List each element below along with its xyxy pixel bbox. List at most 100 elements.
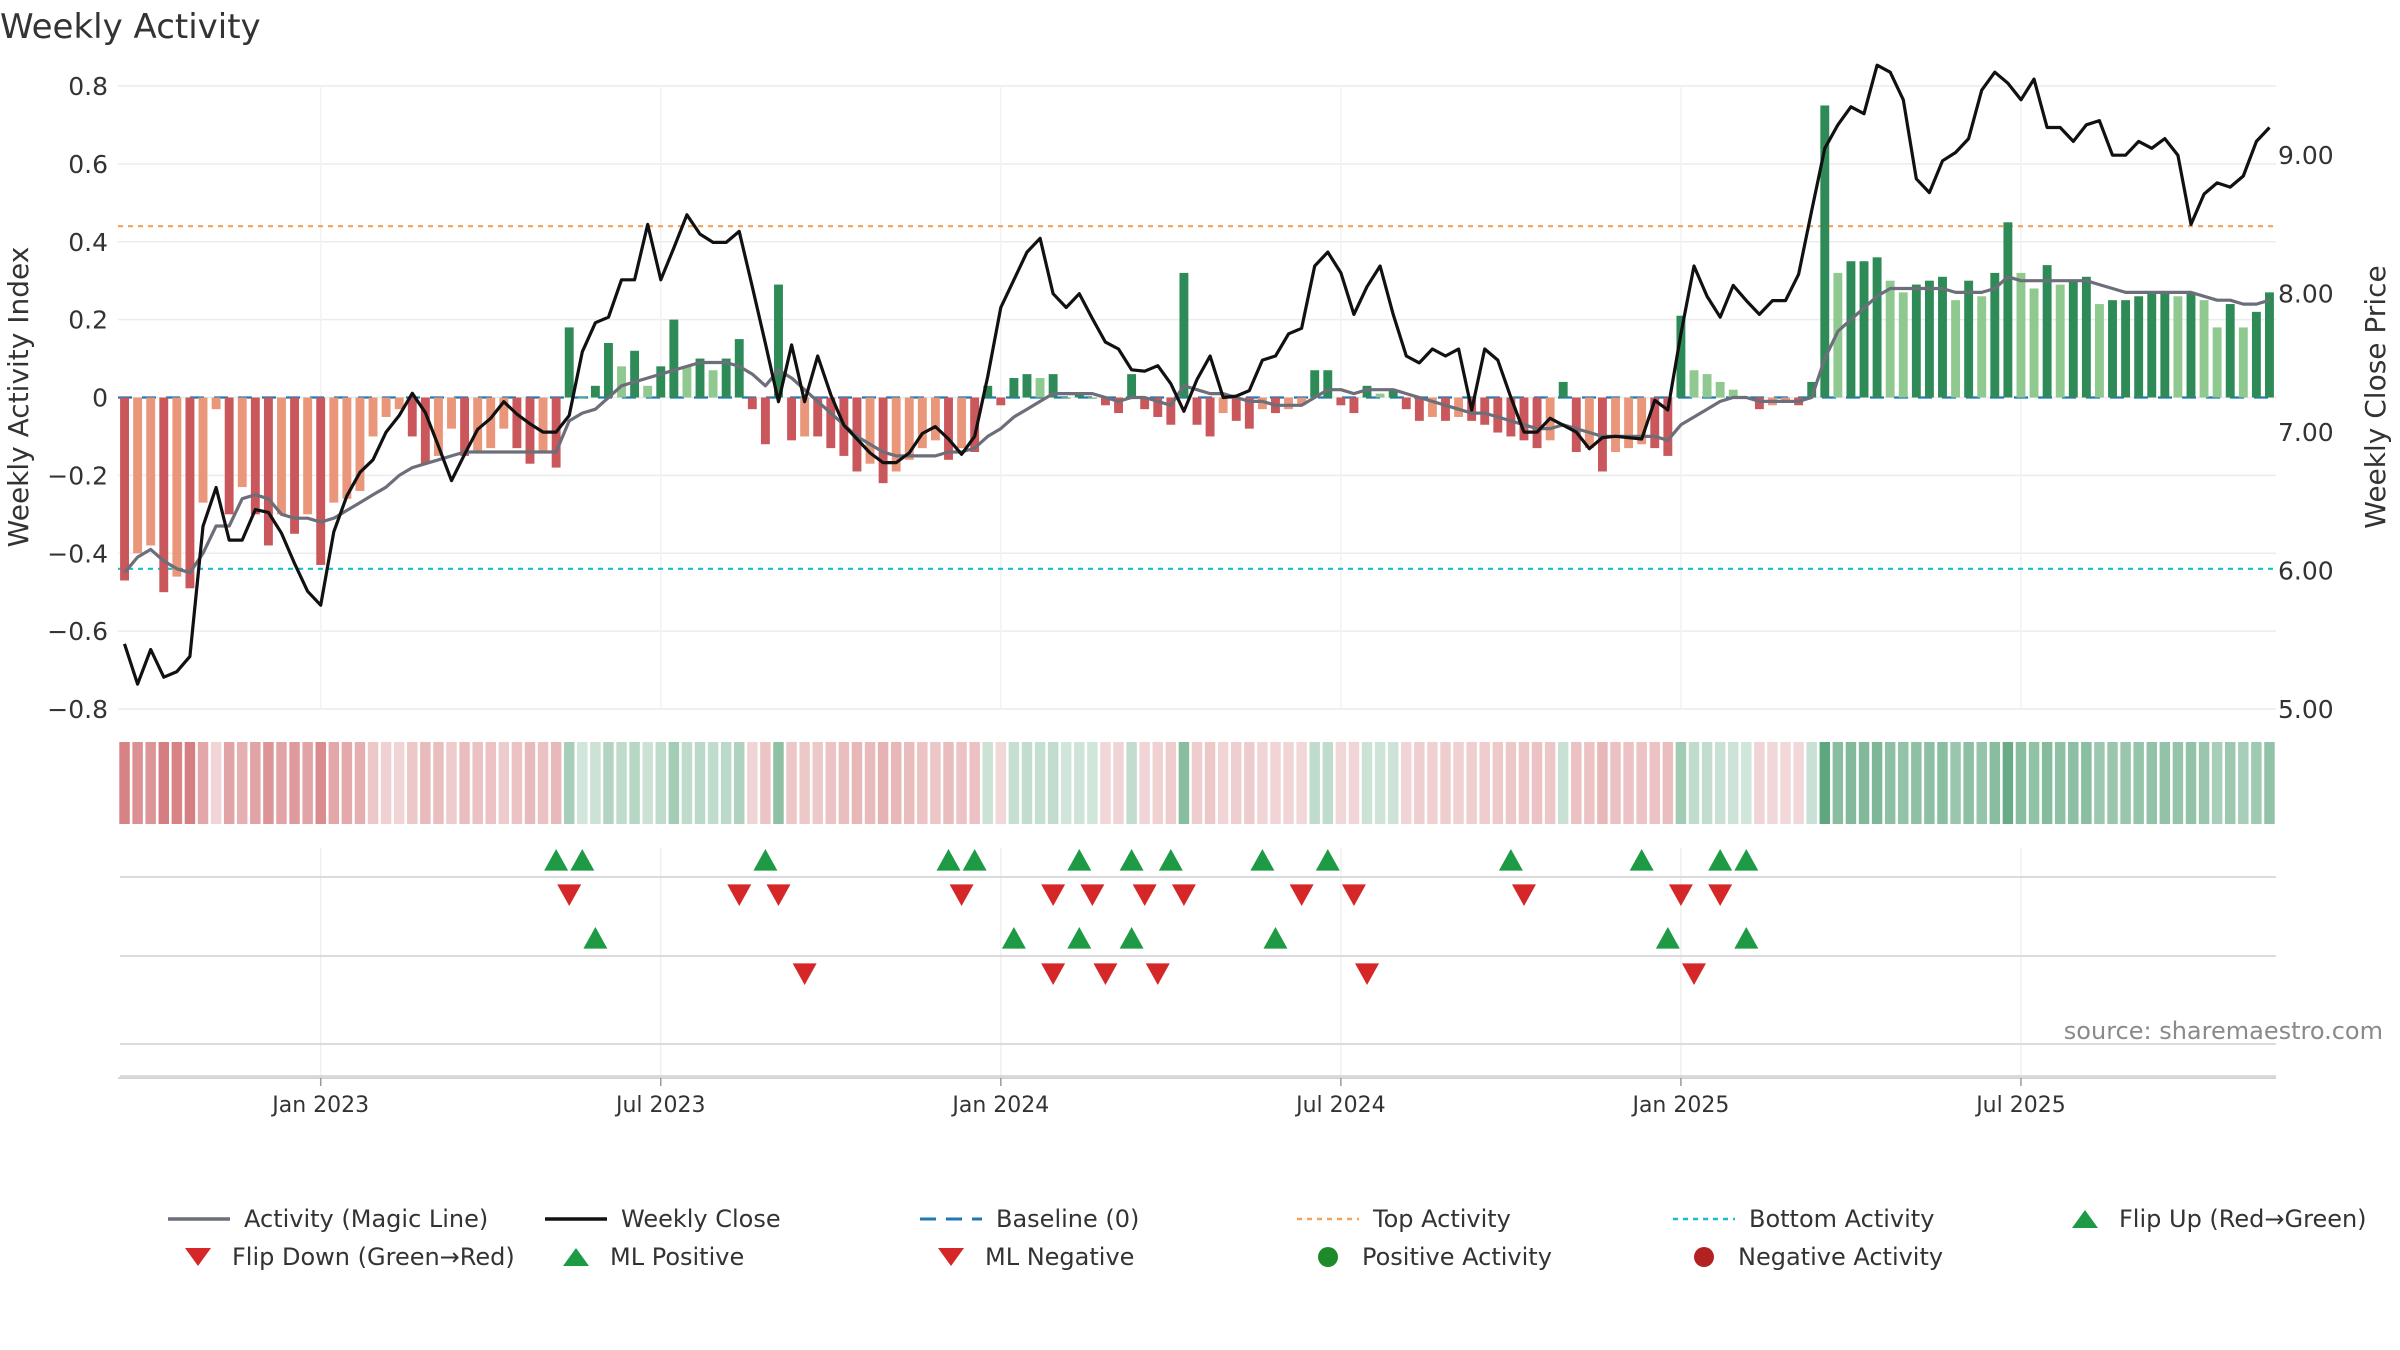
strip-cell <box>2107 742 2118 824</box>
strip-cell <box>563 742 575 824</box>
flip-up-marker <box>1119 849 1144 871</box>
close-line-swatch <box>545 1217 607 1221</box>
strip-cell <box>681 742 693 824</box>
activity-bar <box>760 397 770 445</box>
activity-bar <box>996 397 1006 406</box>
activity-bar <box>1480 397 1490 425</box>
strip-cell <box>2185 742 2197 824</box>
activity-bar <box>172 397 182 577</box>
y-tick-label: −0.4 <box>47 539 108 568</box>
activity-bar <box>564 327 574 398</box>
activity-bar <box>891 397 901 472</box>
strip-cell <box>2264 742 2275 824</box>
ml-negative-marker <box>1041 963 1066 985</box>
activity-bar <box>1977 296 1987 398</box>
activity-bar <box>1257 397 1267 410</box>
strip-cell <box>864 742 876 824</box>
strip-cell <box>537 742 549 824</box>
strip-cell <box>498 742 510 824</box>
strip-cell <box>2238 742 2249 824</box>
flip-up-marker <box>1498 849 1523 871</box>
activity-bar <box>2108 300 2117 398</box>
activity-bar <box>1637 397 1647 445</box>
weekly-close-series <box>122 63 2271 686</box>
activity-bar <box>1231 397 1241 421</box>
strip-cell <box>1571 742 1582 824</box>
y-axis-right-label: Weekly Close Price <box>2359 265 2392 528</box>
strip-cell <box>577 742 588 824</box>
flip-up-marker <box>544 849 569 871</box>
strip-cell <box>472 742 483 824</box>
activity-bar <box>1114 397 1123 414</box>
strip-cell <box>2041 742 2053 824</box>
strip-cell <box>1479 742 1490 824</box>
legend-label: Weekly Close <box>621 1205 781 1233</box>
strip-cell <box>1492 742 1504 824</box>
activity-bar <box>2186 292 2196 398</box>
strip-cell <box>1754 742 1765 824</box>
activity-bar <box>394 397 404 410</box>
activity-bar <box>1297 397 1307 406</box>
strip-cell <box>930 742 941 824</box>
strip-cell <box>1060 742 1072 824</box>
strip-cell <box>1688 742 1700 824</box>
flip-down-marker <box>1708 884 1733 906</box>
flip-up-marker <box>1629 849 1654 871</box>
strip-cell <box>210 742 222 824</box>
flip-down-marker <box>766 884 791 906</box>
strip-cell <box>1100 742 1111 824</box>
strip-cell <box>2224 742 2236 824</box>
flip-down-marker <box>1132 884 1157 906</box>
strip-cell <box>707 742 719 824</box>
strip-cell <box>197 742 209 824</box>
activity-bar <box>577 397 587 399</box>
x-tick-label: Jul 2025 <box>1974 1093 2066 1118</box>
strip-cell <box>838 742 850 824</box>
activity-bar <box>1310 370 1320 398</box>
strip-cell <box>1401 742 1412 824</box>
flip-down-marker <box>1171 884 1196 906</box>
flip-down-marker <box>1341 884 1366 906</box>
strip-cell <box>315 742 326 824</box>
strip-cell <box>917 742 928 824</box>
ml-positive-marker <box>1001 927 1026 949</box>
strip-cell <box>2198 742 2210 824</box>
activity-bar <box>604 342 613 398</box>
activity-bar <box>1284 397 1293 410</box>
strip-cell <box>433 742 444 824</box>
activity-bar <box>1846 261 1856 398</box>
activity-bar <box>1938 276 1947 398</box>
strip-cell <box>1244 742 1255 824</box>
activity-bar <box>1127 374 1137 398</box>
strip-cell <box>773 742 784 824</box>
flip-up-marker <box>1734 849 1759 871</box>
flip-down-marker <box>1668 884 1693 906</box>
activity-bar <box>813 397 823 437</box>
activity-bar <box>211 397 221 410</box>
strip-cell <box>1649 742 1660 824</box>
strip-cell <box>2094 742 2105 824</box>
strip-cell <box>158 742 170 824</box>
strip-cell <box>1139 742 1150 824</box>
y-right-tick-label: 6.00 <box>2278 557 2334 586</box>
activity-bar <box>1859 261 1869 398</box>
strip-cell <box>1126 742 1137 824</box>
legend-label: ML Positive <box>610 1243 745 1271</box>
activity-bar <box>237 397 247 488</box>
strip-cell <box>1584 742 1595 824</box>
strip-cell <box>760 742 771 824</box>
strip-cell <box>1662 742 1674 824</box>
activity-bar <box>983 385 993 398</box>
strip-cell <box>237 742 248 824</box>
baseline-swatch <box>920 1217 982 1221</box>
activity-bar <box>865 397 875 464</box>
strip-cell <box>655 742 667 824</box>
flip-up-marker <box>962 849 987 871</box>
activity-bar <box>695 358 705 398</box>
activity-bar <box>420 397 430 464</box>
activity-bar <box>2068 280 2078 398</box>
strip-cell <box>2211 742 2223 824</box>
flip-up-marker <box>1158 849 1183 871</box>
activity-bar <box>904 397 914 460</box>
strip-cell <box>2159 742 2171 824</box>
